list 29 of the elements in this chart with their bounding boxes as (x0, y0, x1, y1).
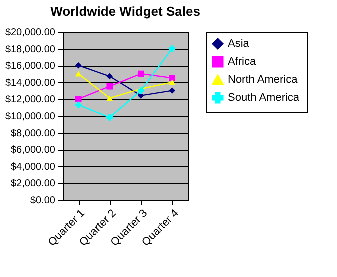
y-tick-label: $6,000.00 (11, 145, 56, 156)
legend-label: Asia (228, 38, 250, 50)
point (75, 71, 82, 77)
y-tick-label: $18,000.00 (5, 44, 56, 56)
point (75, 62, 82, 69)
point (106, 96, 114, 102)
y-tick-label: $16,000.00 (5, 61, 56, 72)
legend-label: Africa (228, 56, 257, 68)
y-tick-label: $10,000.00 (5, 112, 56, 122)
point (75, 102, 82, 108)
y-tick-label: $0.00 (30, 196, 56, 206)
y-tick-label: $4,000.00 (11, 162, 56, 173)
legend-label: North America (228, 74, 299, 86)
point (169, 46, 176, 52)
y-tick-label: $14,000.00 (5, 78, 56, 89)
y-tick-label: $20,000.00 (5, 28, 56, 38)
y-tick-label: $2,000.00 (11, 178, 56, 190)
legend-label: South America (228, 92, 300, 104)
point (169, 75, 176, 82)
point (106, 73, 114, 80)
point (138, 70, 144, 78)
y-tick-label: $12,000.00 (5, 94, 56, 106)
point (106, 83, 114, 90)
y-tick-label: $8,000.00 (11, 128, 56, 140)
point (75, 96, 82, 102)
point (169, 80, 176, 86)
point (106, 114, 114, 121)
point (169, 88, 176, 94)
chart-title: Worldwide Widget Sales (50, 4, 200, 19)
